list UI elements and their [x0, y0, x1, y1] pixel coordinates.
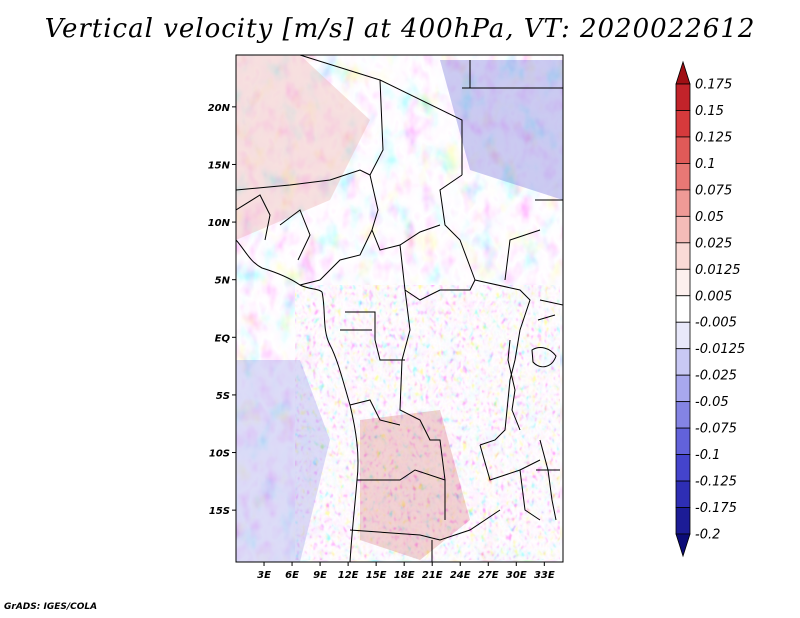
colorbar-swatch — [675, 189, 691, 217]
lat-tick-label: 10N — [208, 218, 231, 229]
colorbar-swatch — [675, 401, 691, 429]
country-borders — [236, 55, 563, 562]
colorbar-swatch — [675, 110, 691, 138]
colorbar-label: -0.0125 — [695, 342, 745, 357]
lat-tick-label: 15N — [208, 160, 231, 171]
lon-tick-label: 21E — [422, 570, 443, 581]
colorbar-swatch — [675, 533, 691, 558]
velocity-field — [236, 55, 563, 562]
colorbar-swatch — [675, 60, 691, 85]
lon-tick-label: 12E — [338, 570, 359, 581]
colorbar-label: -0.05 — [695, 395, 729, 410]
colorbar-label: 0.175 — [695, 78, 732, 93]
colorbar-swatch — [675, 321, 691, 350]
lat-tick-label: EQ — [215, 333, 231, 344]
colorbar-label: -0.2 — [695, 528, 720, 543]
colorbar-swatch — [675, 480, 691, 508]
colorbar-label: -0.1 — [695, 448, 720, 463]
colorbar-swatch — [675, 348, 691, 376]
colorbar-label: 0.075 — [695, 183, 732, 198]
colorbar-label: 0.125 — [695, 130, 732, 145]
lat-tick-label: 5N — [215, 276, 231, 287]
colorbar-swatch — [675, 374, 691, 403]
colorbar-label: 0.005 — [695, 289, 732, 304]
colorbar-label: 0.1 — [695, 157, 716, 172]
lon-tick-label: 6E — [285, 570, 299, 581]
colorbar-label: -0.005 — [695, 316, 737, 331]
colorbar-label: 0.05 — [695, 210, 724, 225]
lat-tick-label: 15S — [209, 506, 230, 517]
colorbar-label: 0.0125 — [695, 263, 741, 278]
lon-tick-label: 9E — [313, 570, 327, 581]
colorbar-swatch — [675, 454, 691, 482]
colorbar-swatch — [675, 215, 691, 244]
grads-credit: GrADS: IGES/COLA — [4, 602, 98, 612]
lon-tick-label: 15E — [366, 570, 387, 581]
colorbar-label: 0.025 — [695, 236, 732, 251]
longitude-ticks: 3E 6E 9E 12E 15E 18E 21E 24E 27E 30E 33E — [257, 562, 555, 581]
colorbar-label: -0.025 — [695, 369, 737, 384]
colorbar-label: 0.15 — [695, 104, 724, 119]
chart-title: Vertical velocity [m/s] at 400hPa, VT: 2… — [44, 14, 756, 44]
lat-tick-label: 20N — [208, 103, 231, 114]
lat-tick-label: 10S — [209, 449, 230, 460]
colorbar: 0.175 0.15 0.125 0.1 0.075 0.05 0.025 0.0125 0.0… — [675, 60, 745, 558]
colorbar-label: -0.125 — [695, 475, 737, 490]
colorbar-swatch — [675, 295, 691, 323]
lon-tick-label: 27E — [478, 570, 499, 581]
lon-tick-label: 3E — [257, 570, 271, 581]
lon-tick-label: 24E — [450, 570, 471, 581]
lon-tick-label: 30E — [506, 570, 527, 581]
colorbar-swatch — [675, 427, 691, 455]
colorbar-swatch — [675, 507, 691, 535]
colorbar-label: -0.075 — [695, 422, 737, 437]
colorbar-label: -0.175 — [695, 501, 737, 516]
colorbar-swatch — [675, 163, 691, 191]
colorbar-swatch — [675, 136, 691, 164]
colorbar-swatch — [675, 83, 691, 111]
colorbar-swatch — [675, 268, 691, 297]
lat-tick-label: 5S — [216, 391, 230, 402]
lon-tick-label: 33E — [534, 570, 555, 581]
latitude-ticks: 20N 15N 10N 5N EQ 5S 10S 15S — [208, 103, 236, 517]
colorbar-swatch — [675, 242, 691, 270]
map-frame — [235, 54, 564, 563]
lon-tick-label: 18E — [394, 570, 415, 581]
